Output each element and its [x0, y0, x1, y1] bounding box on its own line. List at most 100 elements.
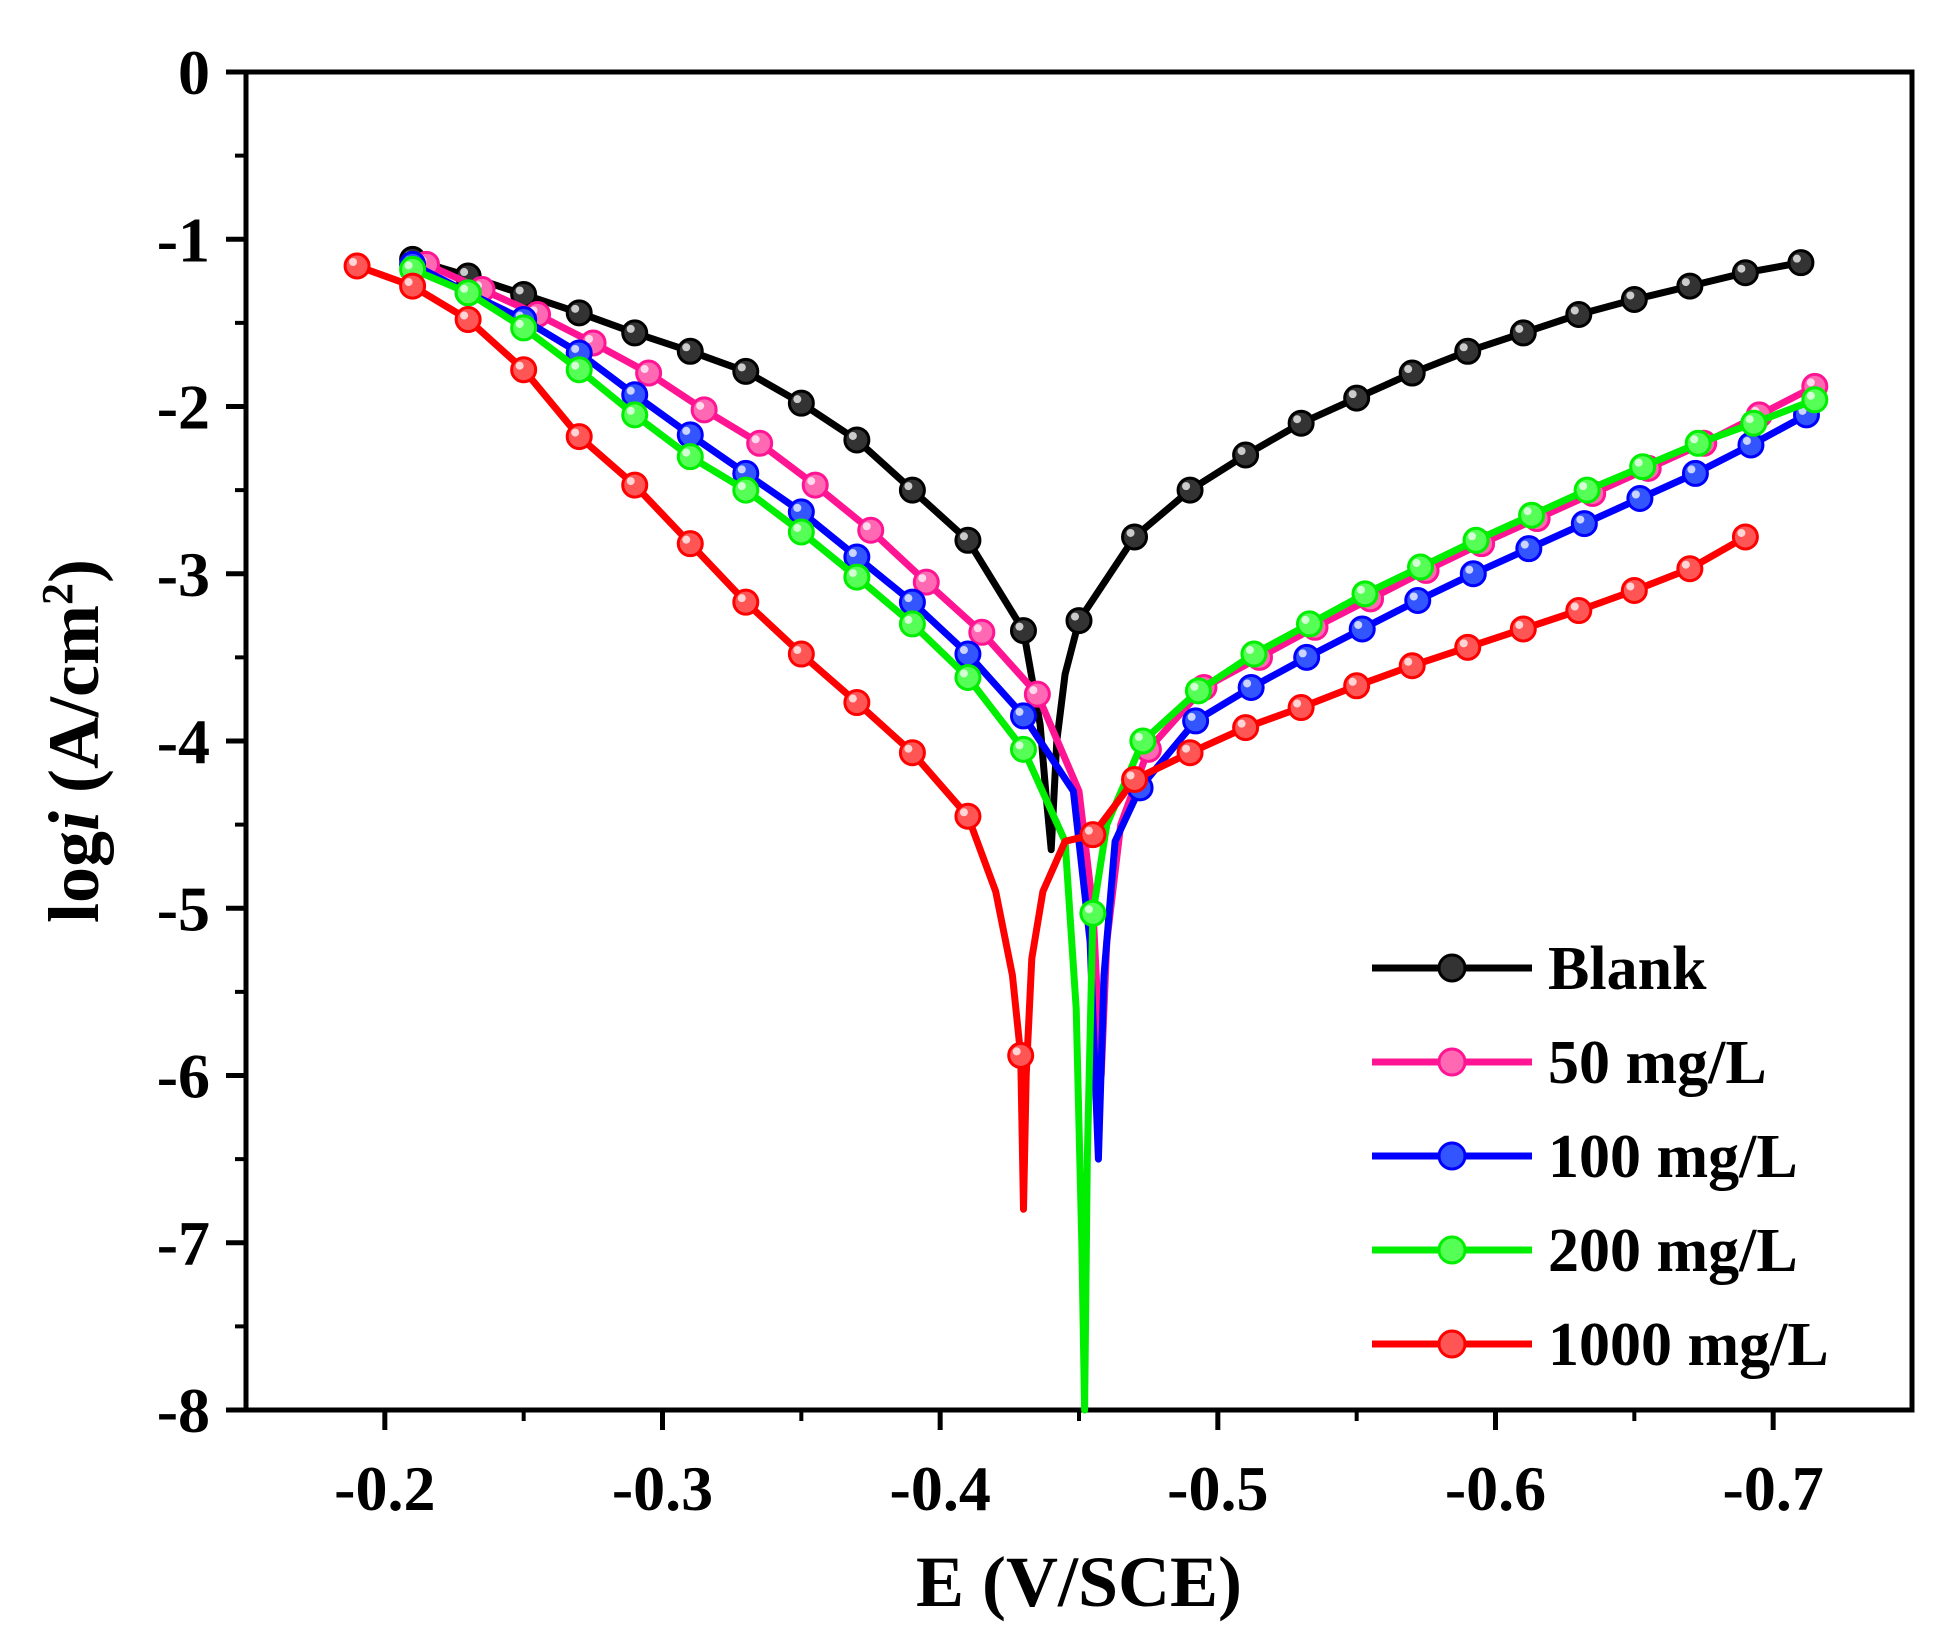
data-point-highlight [696, 401, 705, 410]
data-point-highlight [571, 304, 580, 313]
y-axis-title-prefix: log [34, 831, 114, 923]
data-point [1240, 640, 1268, 668]
data-point-highlight [1792, 254, 1801, 263]
data-point-highlight [848, 569, 857, 578]
series-line [411, 255, 1802, 854]
data-point [1676, 555, 1704, 583]
data-point-highlight [793, 503, 802, 512]
series-line [355, 262, 1748, 1213]
data-point-highlight [1520, 540, 1529, 549]
data-point-highlight [1245, 646, 1254, 655]
data-point-highlight [904, 594, 913, 603]
y-tick-label: -5 [157, 873, 210, 944]
data-point-highlight [1626, 582, 1635, 591]
data-point [1232, 714, 1260, 742]
data-point [1629, 453, 1657, 481]
data-point-highlight [1515, 324, 1524, 333]
y-tick-label: -4 [157, 706, 210, 777]
data-point [399, 272, 427, 300]
data-point-highlight [848, 431, 857, 440]
data-point-highlight [904, 615, 913, 624]
data-point-highlight [793, 395, 802, 404]
data-point-highlight [1012, 1047, 1021, 1056]
y-axis-title-close: ) [34, 559, 114, 583]
data-point [1121, 765, 1149, 793]
data-point [1620, 285, 1648, 313]
data-point [1509, 615, 1537, 643]
data-point [510, 314, 538, 342]
data-point [621, 319, 649, 347]
legend-entry: 100 mg/L [1372, 1123, 1798, 1191]
series-2 [399, 250, 1820, 1163]
data-point-highlight [959, 646, 968, 655]
data-point-highlight [793, 523, 802, 532]
data-point-highlight [1681, 278, 1690, 287]
data-point [954, 802, 982, 830]
data-point [1459, 560, 1487, 588]
data-point-highlight [682, 343, 691, 352]
data-point [1121, 523, 1149, 551]
data-point [1518, 501, 1546, 529]
data-point [1462, 526, 1490, 554]
y-axis-title-unit: (A/cm [34, 605, 114, 811]
data-point [1787, 249, 1815, 277]
data-point-highlight [1806, 391, 1815, 400]
data-point-highlight [1626, 291, 1635, 300]
data-point [1454, 337, 1482, 365]
data-point-highlight [626, 406, 635, 415]
data-point [1515, 535, 1543, 563]
data-point [1570, 510, 1598, 538]
y-axis-title: logi (A/cm2) [33, 559, 114, 923]
tick-labels: -0.2 -0.3 -0.4 -0.5 -0.6 -0.7 0 -1 -2 -3 -4 -5 -6 -7 -… [157, 37, 1824, 1524]
legend: Blank 50 mg/L 100 mg/L 200 mg/L 1000 mg/L [1372, 935, 1829, 1379]
x-tick-label: -0.7 [1723, 1453, 1824, 1524]
y-tick-label: 0 [178, 37, 210, 108]
data-point [787, 389, 815, 417]
data-point [454, 306, 482, 334]
data-point-highlight [918, 574, 927, 583]
data-point [1232, 441, 1260, 469]
data-point-highlight [571, 428, 580, 437]
data-point [857, 516, 885, 544]
data-point-highlight [1409, 592, 1418, 601]
data-point-highlight [1459, 639, 1468, 648]
data-point [1731, 523, 1759, 551]
data-point-highlight [349, 258, 358, 267]
data-point [1454, 633, 1482, 661]
data-point-highlight [1356, 585, 1365, 594]
data-point-highlight [959, 532, 968, 541]
data-point-highlight [1301, 615, 1310, 624]
y-tick-label: -7 [157, 1208, 210, 1279]
data-point [1237, 673, 1265, 701]
data-point [676, 530, 704, 558]
data-point [676, 443, 704, 471]
data-point-highlight [1084, 826, 1093, 835]
axis-ticks [226, 69, 1776, 1430]
data-point [801, 471, 829, 499]
data-point-highlight [1237, 447, 1246, 456]
data-point-highlight [1412, 559, 1421, 568]
data-point-highlight [1690, 435, 1699, 444]
data-point-highlight [404, 261, 413, 270]
data-point-highlight [1293, 415, 1302, 424]
data-point [343, 252, 371, 280]
series-3 [399, 255, 1829, 1414]
data-point [635, 359, 663, 387]
x-tick-label: -0.4 [890, 1453, 991, 1524]
legend-marker [1437, 1329, 1467, 1359]
legend-entry: 1000 mg/L [1372, 1311, 1829, 1379]
series-0 [399, 245, 1815, 854]
data-point [1182, 707, 1210, 735]
data-point-highlight [515, 361, 524, 370]
data-point [1184, 677, 1212, 705]
data-point-highlight [460, 311, 469, 320]
data-point [1293, 643, 1321, 671]
data-point [1398, 359, 1426, 387]
data-point [1351, 580, 1379, 608]
data-point-highlight [1134, 733, 1143, 741]
data-point [732, 357, 760, 385]
data-point [1620, 576, 1648, 604]
data-point [1348, 615, 1376, 643]
data-point [1509, 319, 1537, 347]
